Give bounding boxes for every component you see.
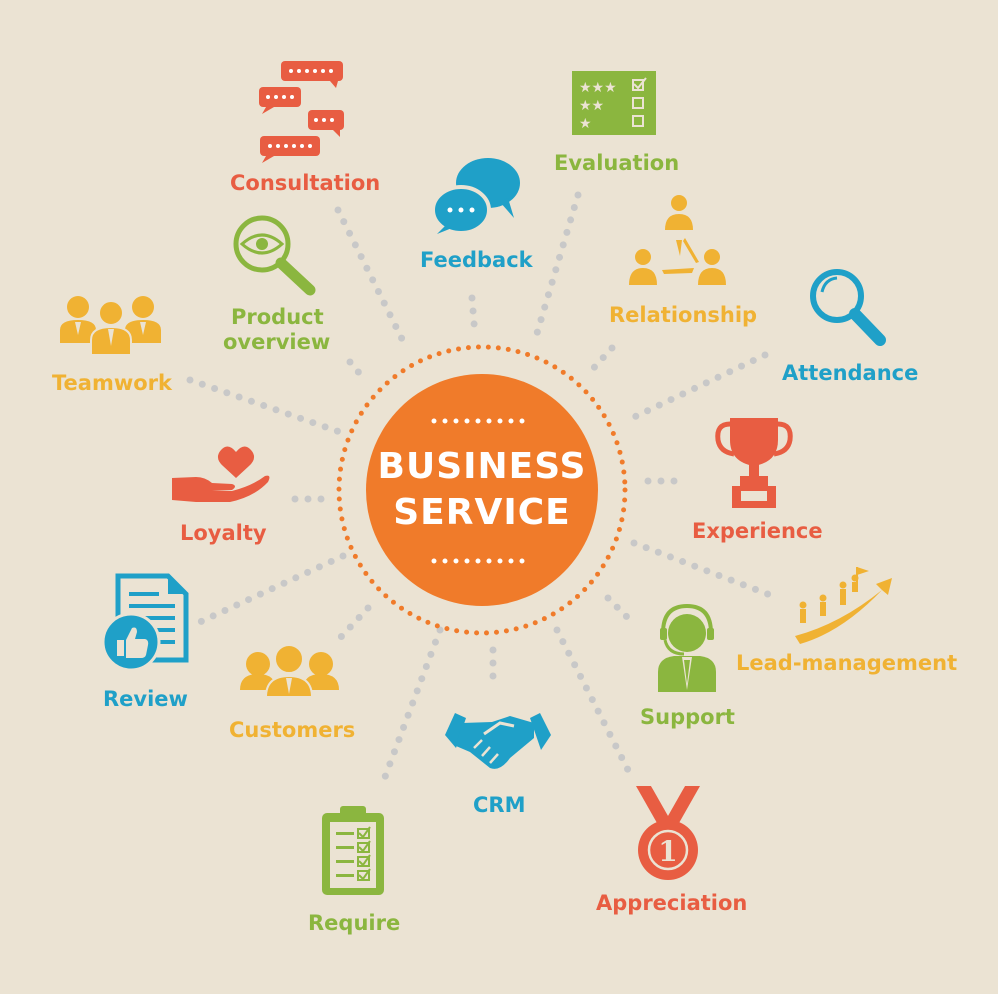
magnifier-icon <box>810 269 886 346</box>
connector-support <box>604 594 632 622</box>
svg-text:★: ★ <box>579 116 592 132</box>
team-icon <box>60 296 161 356</box>
climbing-arrow-icon <box>795 567 892 644</box>
hub-dotted-ring <box>336 344 628 636</box>
connector-lines <box>186 191 782 789</box>
label-crm: CRM <box>473 793 526 817</box>
connector-attendance <box>624 351 769 424</box>
chat-bubbles-icon <box>259 61 344 163</box>
connector-feedback <box>468 294 479 339</box>
connector-customers <box>336 604 372 642</box>
people-network-icon <box>629 195 726 285</box>
label-loyalty: Loyalty <box>180 521 267 545</box>
center-title-line-2: SERVICE <box>393 492 571 533</box>
connector-product-overview <box>346 358 369 384</box>
label-product-overview-line-1: Product <box>231 305 324 329</box>
connector-appreciation <box>553 626 632 774</box>
medal-icon: 1 <box>636 786 700 880</box>
connector-review <box>196 552 347 626</box>
label-attendance: Attendance <box>782 361 919 385</box>
handshake-icon <box>445 713 551 769</box>
svg-text:1: 1 <box>658 835 677 868</box>
headset-agent-icon <box>658 603 716 692</box>
connector-require <box>378 626 444 789</box>
label-feedback: Feedback <box>420 248 533 272</box>
speech-bubbles-icon <box>431 158 520 235</box>
label-relationship: Relationship <box>609 303 758 327</box>
label-teamwork: Teamwork <box>52 371 172 395</box>
label-appreciation: Appreciation <box>596 891 748 915</box>
svg-text:★★★: ★★★ <box>579 80 617 96</box>
label-require: Require <box>308 911 401 935</box>
eye-magnifier-icon <box>233 215 316 296</box>
connector-relationship <box>586 344 616 376</box>
connector-evaluation <box>531 191 582 344</box>
trophy-icon <box>715 418 793 508</box>
svg-text:★★: ★★ <box>579 98 604 114</box>
label-customers: Customers <box>229 718 356 742</box>
hand-heart-icon <box>172 446 270 502</box>
label-evaluation: Evaluation <box>554 151 680 175</box>
label-review: Review <box>103 687 188 711</box>
rating-checklist-icon: ★★★ ★★ ★ <box>572 71 656 135</box>
connector-teamwork <box>186 376 344 436</box>
clipboard-checklist-icon <box>322 806 384 895</box>
label-lead-management: Lead-management <box>736 651 958 675</box>
label-consultation: Consultation <box>230 171 381 195</box>
center-title-line-1: BUSINESS <box>377 446 587 487</box>
connector-consultation <box>334 206 409 349</box>
label-experience: Experience <box>692 519 823 543</box>
label-product-overview-line-2: overview <box>223 330 331 354</box>
people-group-icon <box>240 644 339 698</box>
center-hub <box>336 344 628 636</box>
document-thumbs-up-icon <box>101 573 189 672</box>
connector-lead-management <box>630 539 782 602</box>
hub-circle <box>366 374 598 606</box>
label-support: Support <box>640 705 735 729</box>
